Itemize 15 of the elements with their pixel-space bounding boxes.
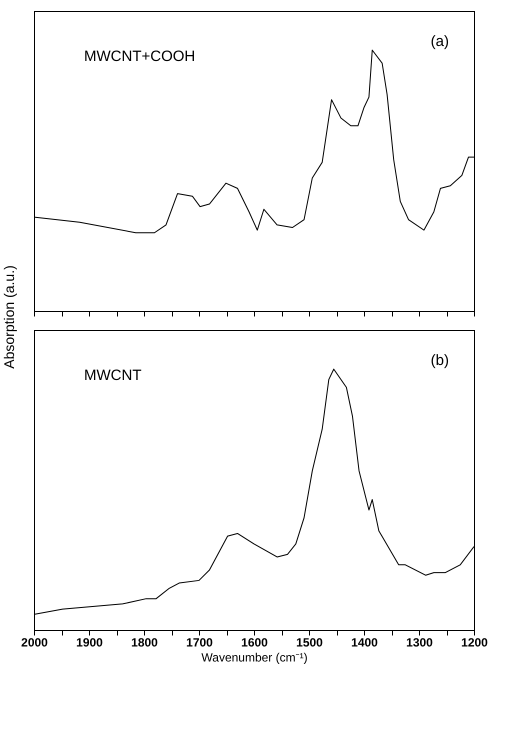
x-tick-label: 1300 (406, 636, 434, 650)
x-tick-label: 1500 (296, 636, 324, 650)
y-axis-title: Absorption (a.u.) (1, 265, 17, 369)
x-tick-label: 2000 (21, 636, 48, 650)
x-tick-label: 1700 (186, 636, 214, 650)
annotation: MWCNT+COOH (84, 48, 196, 65)
x-tick-label: 1200 (461, 636, 488, 650)
x-tick-label: 1400 (351, 636, 378, 650)
x-tick-label: 1900 (76, 636, 104, 650)
text: (a) (430, 33, 449, 50)
x-axis-title: Wavenumber (cm⁻¹) (201, 650, 308, 664)
x-tick-label: 1800 (131, 636, 158, 650)
text: (b) (430, 352, 449, 369)
x-tick-label: 1600 (241, 636, 268, 650)
annotation: MWCNT (84, 367, 142, 384)
